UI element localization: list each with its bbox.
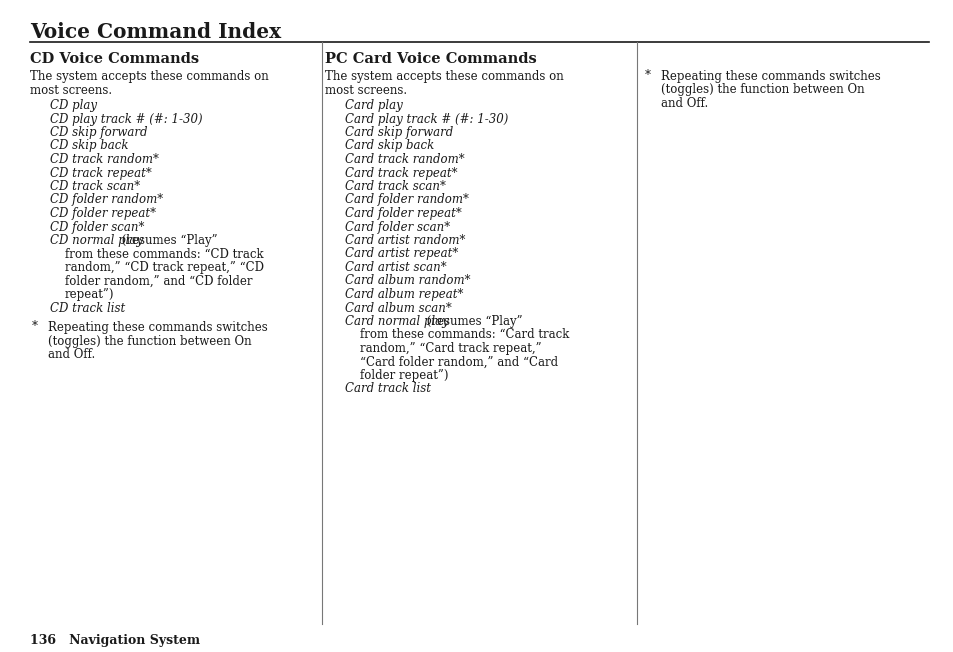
- Text: Card track scan*: Card track scan*: [345, 180, 445, 193]
- Text: CD folder repeat*: CD folder repeat*: [50, 207, 156, 220]
- Text: CD track list: CD track list: [50, 301, 125, 314]
- Text: PC Card Voice Commands: PC Card Voice Commands: [325, 52, 537, 66]
- Text: Voice Command Index: Voice Command Index: [30, 22, 281, 42]
- Text: *: *: [644, 69, 650, 82]
- Text: “Card folder random,” and “Card: “Card folder random,” and “Card: [359, 355, 558, 368]
- Text: and Off.: and Off.: [660, 97, 707, 110]
- Text: Card folder repeat*: Card folder repeat*: [345, 207, 461, 220]
- Text: most screens.: most screens.: [30, 83, 112, 96]
- Text: most screens.: most screens.: [325, 83, 407, 96]
- Text: Card skip forward: Card skip forward: [345, 126, 453, 139]
- Text: Card folder scan*: Card folder scan*: [345, 220, 450, 233]
- Text: Card normal play: Card normal play: [345, 315, 448, 328]
- Text: random,” “CD track repeat,” “CD: random,” “CD track repeat,” “CD: [65, 261, 264, 274]
- Text: *: *: [32, 320, 38, 333]
- Text: CD track repeat*: CD track repeat*: [50, 166, 152, 179]
- Text: The system accepts these commands on: The system accepts these commands on: [30, 70, 269, 83]
- Text: folder repeat”): folder repeat”): [359, 369, 448, 382]
- Text: CD skip back: CD skip back: [50, 140, 129, 153]
- Text: Card play track # (#: 1-30): Card play track # (#: 1-30): [345, 113, 508, 125]
- Text: Card artist repeat*: Card artist repeat*: [345, 248, 457, 261]
- Text: Card track repeat*: Card track repeat*: [345, 166, 457, 179]
- Text: Card album scan*: Card album scan*: [345, 301, 452, 314]
- Text: CD play track # (#: 1-30): CD play track # (#: 1-30): [50, 113, 202, 125]
- Text: Card album random*: Card album random*: [345, 274, 470, 288]
- Text: CD play: CD play: [50, 99, 97, 112]
- Text: Card artist random*: Card artist random*: [345, 234, 465, 247]
- Text: Card track list: Card track list: [345, 383, 431, 396]
- Text: CD folder random*: CD folder random*: [50, 194, 163, 207]
- Text: Repeating these commands switches: Repeating these commands switches: [660, 70, 880, 83]
- Text: and Off.: and Off.: [48, 348, 95, 361]
- Text: CD skip forward: CD skip forward: [50, 126, 148, 139]
- Text: Repeating these commands switches: Repeating these commands switches: [48, 321, 268, 334]
- Text: (toggles) the function between On: (toggles) the function between On: [660, 83, 863, 96]
- Text: CD track scan*: CD track scan*: [50, 180, 140, 193]
- Text: (resumes “Play”: (resumes “Play”: [422, 315, 521, 328]
- Text: Card skip back: Card skip back: [345, 140, 434, 153]
- Text: random,” “Card track repeat,”: random,” “Card track repeat,”: [359, 342, 541, 355]
- Text: Card play: Card play: [345, 99, 402, 112]
- Text: The system accepts these commands on: The system accepts these commands on: [325, 70, 563, 83]
- Text: from these commands: “CD track: from these commands: “CD track: [65, 248, 263, 261]
- Text: from these commands: “Card track: from these commands: “Card track: [359, 329, 569, 342]
- Text: Card folder random*: Card folder random*: [345, 194, 468, 207]
- Text: (resumes “Play”: (resumes “Play”: [118, 234, 217, 247]
- Text: repeat”): repeat”): [65, 288, 114, 301]
- Text: CD folder scan*: CD folder scan*: [50, 220, 144, 233]
- Text: 136   Navigation System: 136 Navigation System: [30, 634, 200, 647]
- Text: Card album repeat*: Card album repeat*: [345, 288, 463, 301]
- Text: folder random,” and “CD folder: folder random,” and “CD folder: [65, 274, 253, 288]
- Text: Card artist scan*: Card artist scan*: [345, 261, 446, 274]
- Text: CD track random*: CD track random*: [50, 153, 159, 166]
- Text: CD normal play: CD normal play: [50, 234, 143, 247]
- Text: Card track random*: Card track random*: [345, 153, 464, 166]
- Text: (toggles) the function between On: (toggles) the function between On: [48, 334, 252, 348]
- Text: CD Voice Commands: CD Voice Commands: [30, 52, 199, 66]
